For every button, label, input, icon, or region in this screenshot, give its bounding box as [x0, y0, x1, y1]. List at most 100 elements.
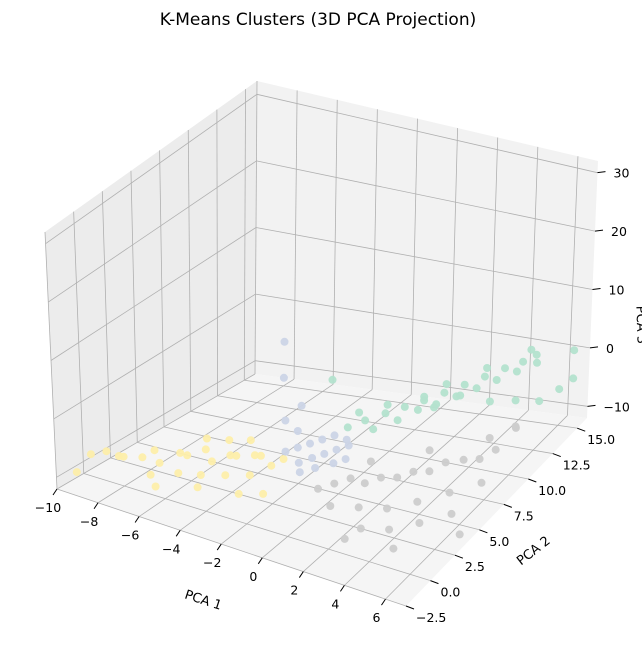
y-grid-floor	[110, 457, 456, 556]
x-tick-mark	[339, 585, 345, 592]
data-point-yellow	[151, 482, 160, 491]
data-point-gray	[356, 524, 365, 533]
z-grid-back	[256, 93, 598, 174]
data-point-yellow	[256, 451, 265, 460]
y-grid-floor	[190, 410, 529, 480]
data-point-yellow	[196, 471, 205, 479]
data-point-yellow	[246, 436, 255, 445]
data-point-green	[442, 380, 451, 389]
data-point-yellow	[72, 468, 81, 477]
floor-pane	[57, 374, 587, 606]
data-point-gray	[383, 504, 391, 513]
data-point-green	[343, 423, 352, 432]
z-tick-mark	[597, 171, 606, 174]
data-point-green	[480, 372, 489, 381]
data-point-green	[369, 425, 378, 434]
data-point-gray	[511, 422, 520, 431]
x-grid-floor	[385, 415, 568, 600]
y-tick-mark	[479, 529, 488, 534]
data-point-blue	[293, 427, 302, 435]
data-point-yellow	[207, 457, 216, 466]
x-tick-label: 0	[249, 569, 257, 584]
data-point-gray	[425, 446, 434, 455]
data-point-green	[393, 416, 402, 425]
data-point-green	[511, 396, 520, 405]
data-point-yellow	[138, 453, 147, 462]
data-point-gray	[477, 478, 486, 487]
data-point-green	[519, 357, 528, 366]
y-grid-floor	[56, 488, 407, 607]
data-point-green	[533, 358, 541, 367]
data-point-blue	[280, 337, 289, 346]
z-grid-left	[48, 160, 257, 303]
z-grid-back	[255, 293, 591, 349]
grid-lines	[44, 80, 598, 607]
data-point-yellow	[146, 470, 155, 479]
x-grid-floor	[56, 373, 256, 490]
z-grid-left	[53, 293, 256, 420]
y-axis-label: PCA 2	[514, 534, 553, 569]
x-tick-mark	[381, 598, 386, 606]
data-point-green	[355, 408, 364, 417]
data-point-blue	[293, 443, 302, 452]
data-point-yellow	[183, 451, 192, 460]
data-point-green	[472, 384, 481, 393]
data-point-green	[413, 405, 422, 414]
data-point-yellow	[245, 471, 254, 480]
data-point-gray	[377, 473, 385, 482]
data-point-yellow	[226, 451, 235, 460]
data-point-yellow	[267, 461, 276, 470]
data-point-gray	[447, 509, 456, 518]
data-point-blue	[295, 468, 304, 477]
data-point-blue	[294, 458, 303, 467]
axis-ticks: −10 −8 −6 −4 −2 0 2 4 6 −2.5 0.0 2.5 5.0 7.5 10.0 12.5 1…	[35, 166, 630, 625]
data-point-blue	[297, 401, 306, 410]
y-tick-label: −2.5	[416, 610, 446, 625]
y-tick-label: 5.0	[489, 534, 509, 549]
data-point-green	[430, 403, 438, 412]
data-point-yellow	[250, 451, 259, 460]
chart-title: K-Means Clusters (3D PCA Projection)	[160, 10, 476, 30]
data-point-yellow	[221, 471, 230, 480]
data-point-yellow	[232, 451, 241, 460]
data-point-yellow	[259, 489, 268, 498]
data-point-yellow	[119, 452, 128, 461]
back-pane	[255, 81, 598, 418]
x-grid-floor	[262, 399, 451, 559]
data-point-blue	[311, 464, 320, 472]
data-point-gray	[413, 497, 422, 506]
x-tick-label: −6	[121, 528, 139, 543]
z-tick-label: 30	[614, 166, 630, 181]
y-tick-mark	[430, 580, 439, 585]
data-point-blue	[281, 447, 290, 456]
x-tick-mark	[216, 543, 222, 551]
data-point-blue	[344, 441, 353, 450]
data-point-gray	[360, 479, 369, 488]
x-tick-label: −10	[35, 500, 61, 515]
data-point-green	[420, 392, 429, 401]
data-point-blue	[329, 459, 338, 468]
y-tick-mark	[577, 427, 586, 432]
data-point-gray	[415, 519, 424, 527]
x-tick-label: 4	[331, 596, 339, 611]
data-point-yellow	[193, 483, 202, 492]
y-grid-floor	[244, 379, 578, 429]
z-tick-mark	[587, 404, 596, 407]
x-tick-label: −4	[162, 541, 180, 556]
x-tick-label: −8	[80, 514, 98, 529]
data-point-green	[400, 402, 409, 411]
z-tick-mark	[594, 229, 604, 232]
data-point-blue	[330, 431, 339, 440]
data-point-blue	[332, 445, 341, 454]
data-point-green	[535, 397, 544, 406]
x-tick-label: 2	[290, 583, 298, 598]
data-point-green	[570, 346, 579, 355]
x-grid-floor	[344, 409, 529, 586]
data-point-green	[361, 416, 370, 425]
x-grid-floor	[97, 378, 295, 504]
data-point-green	[460, 380, 469, 389]
data-point-blue	[318, 435, 327, 444]
x-tick-mark	[257, 557, 263, 565]
data-point-gray	[475, 455, 484, 463]
